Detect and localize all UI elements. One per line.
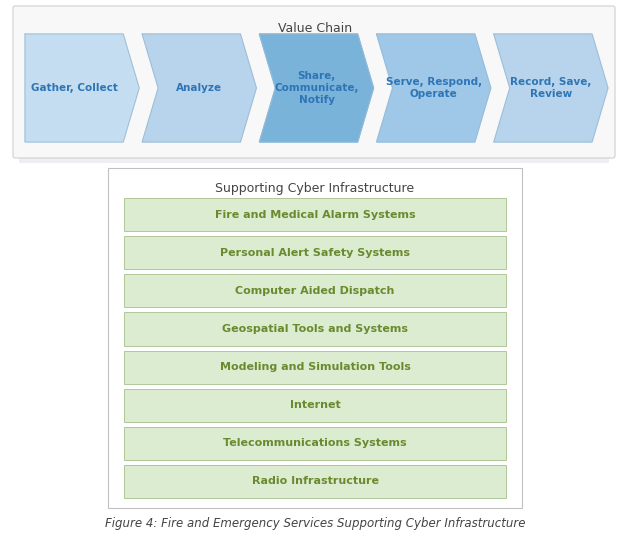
Text: Fire and Medical Alarm Systems: Fire and Medical Alarm Systems [215,210,415,220]
Text: Internet: Internet [290,400,340,410]
Text: Telecommunications Systems: Telecommunications Systems [223,438,407,448]
FancyBboxPatch shape [124,274,506,307]
Text: Geospatial Tools and Systems: Geospatial Tools and Systems [222,324,408,334]
Text: Radio Infrastructure: Radio Infrastructure [251,476,379,487]
Polygon shape [377,34,491,142]
FancyBboxPatch shape [124,350,506,383]
Text: Share,
Communicate,
Notify: Share, Communicate, Notify [274,71,358,105]
Text: Gather, Collect: Gather, Collect [31,83,118,93]
Text: Serve, Respond,
Operate: Serve, Respond, Operate [386,77,482,99]
FancyBboxPatch shape [124,389,506,422]
FancyBboxPatch shape [124,198,506,231]
Text: Analyze: Analyze [176,83,222,93]
FancyBboxPatch shape [19,153,609,163]
Text: Personal Alert Safety Systems: Personal Alert Safety Systems [220,248,410,258]
FancyBboxPatch shape [124,236,506,269]
FancyBboxPatch shape [124,427,506,460]
Polygon shape [142,34,256,142]
Text: Computer Aided Dispatch: Computer Aided Dispatch [236,286,394,296]
Polygon shape [494,34,608,142]
Text: Record, Save,
Review: Record, Save, Review [510,77,592,99]
Polygon shape [25,34,139,142]
Text: Modeling and Simulation Tools: Modeling and Simulation Tools [220,362,410,372]
FancyBboxPatch shape [108,168,522,508]
Text: Figure 4: Fire and Emergency Services Supporting Cyber Infrastructure: Figure 4: Fire and Emergency Services Su… [105,517,525,530]
Text: Supporting Cyber Infrastructure: Supporting Cyber Infrastructure [215,182,415,195]
FancyBboxPatch shape [124,312,506,346]
FancyBboxPatch shape [13,6,615,158]
Text: Value Chain: Value Chain [278,22,352,35]
Polygon shape [260,34,374,142]
FancyBboxPatch shape [124,465,506,498]
